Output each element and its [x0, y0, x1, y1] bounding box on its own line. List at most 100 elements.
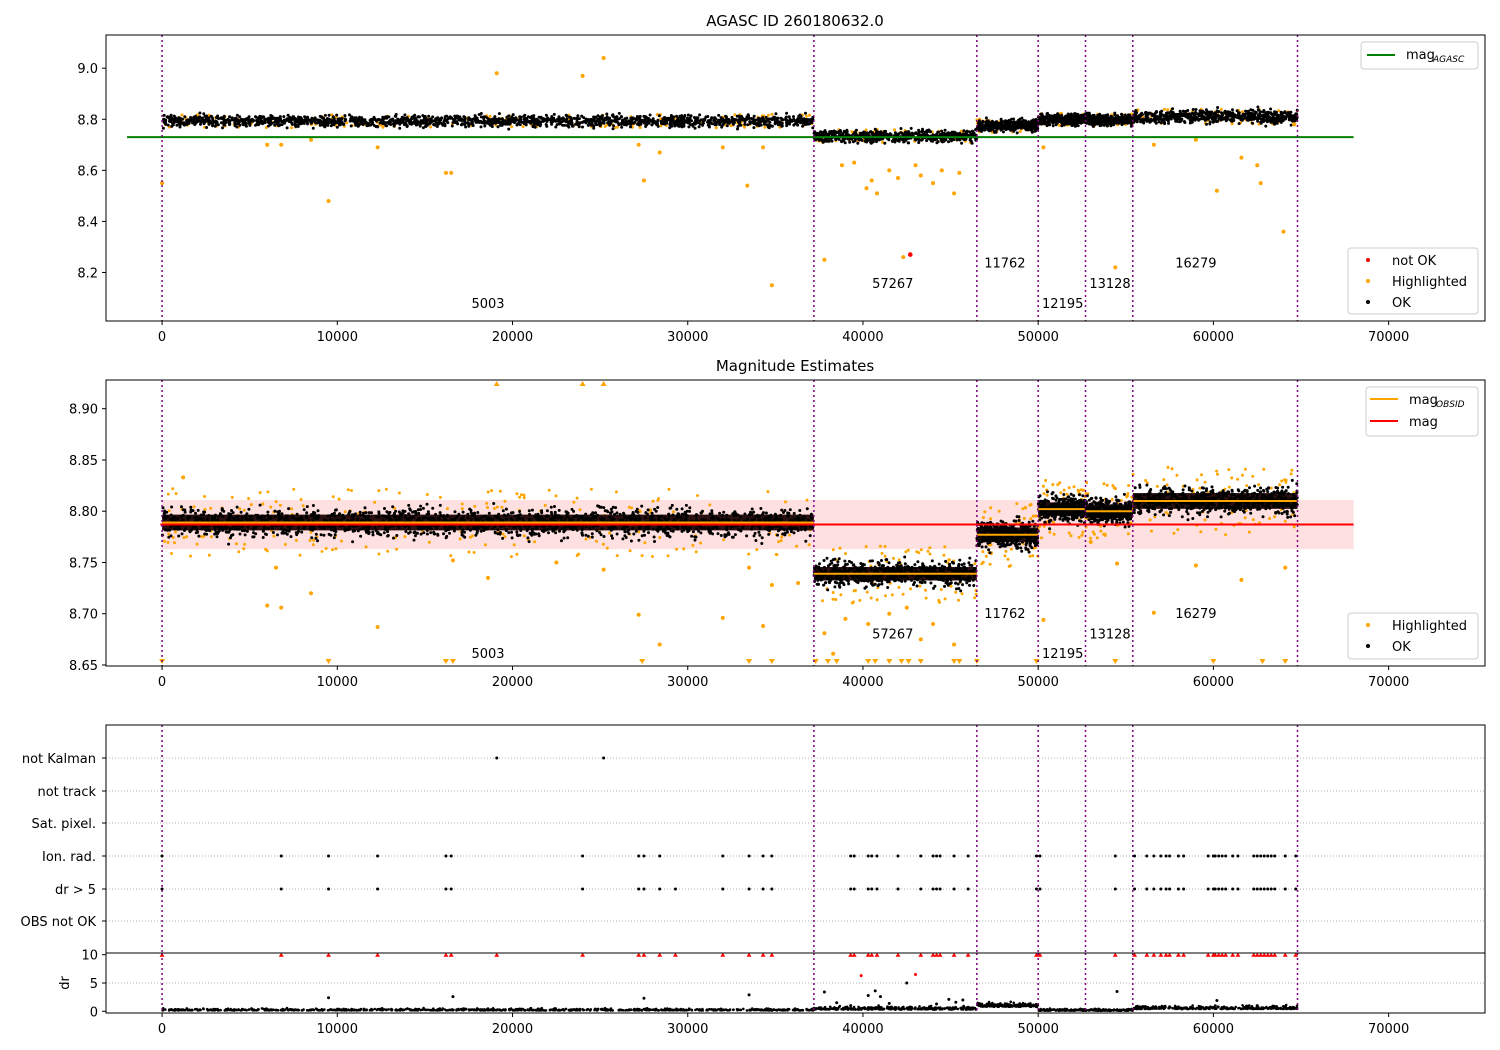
highlighted-point [554, 494, 558, 498]
ok-point [405, 125, 409, 128]
highlighted-point [182, 536, 186, 540]
ok-point [980, 124, 984, 128]
ok-point [608, 122, 612, 126]
highlighted-point [460, 507, 464, 511]
ok-point [1113, 120, 1116, 123]
ok-point [538, 124, 542, 128]
ok-point [917, 132, 921, 136]
ok-point [1092, 118, 1095, 122]
highlighted-point [373, 500, 377, 504]
highlighted-point [510, 125, 514, 129]
ok-point [1079, 119, 1083, 122]
highlighted-point [334, 547, 338, 551]
ok-point [1216, 119, 1220, 123]
highlighted-point [238, 507, 242, 511]
ok-point [413, 117, 416, 121]
ok-point [318, 121, 322, 125]
highlighted-point [290, 507, 293, 511]
ok-point [497, 117, 501, 121]
ok-point [586, 123, 590, 127]
highlighted-point [467, 550, 471, 554]
ok-point [693, 126, 697, 130]
highlighted-point [766, 113, 770, 117]
highlighted-point [714, 126, 718, 130]
highlighted-point [572, 500, 576, 504]
highlighted-point [292, 487, 296, 491]
ok-point [817, 138, 821, 142]
ok-point [845, 128, 849, 132]
highlighted-point [777, 540, 781, 544]
ok-point [162, 118, 166, 121]
highlighted-point [641, 178, 646, 183]
ok-point [1163, 122, 1167, 126]
ok-point [481, 120, 484, 124]
highlighted-point [615, 554, 619, 558]
ok-point [427, 114, 431, 118]
ok-point [657, 114, 661, 118]
ok-point [174, 116, 177, 120]
ok-point [688, 506, 692, 510]
ok-point [523, 120, 526, 124]
ok-point [493, 117, 497, 121]
ok-point [246, 116, 250, 120]
highlighted-point [747, 552, 751, 556]
ok-point [634, 529, 638, 533]
highlighted-point [207, 553, 211, 557]
ok-point [736, 127, 739, 131]
highlighted-point [763, 125, 767, 129]
highlighted-point [651, 555, 654, 558]
ok-point [1179, 112, 1183, 116]
highlighted-point [377, 552, 381, 556]
highlighted-point [485, 501, 489, 505]
ok-point [736, 125, 740, 128]
ok-point [596, 114, 600, 118]
ok-point [508, 117, 512, 121]
ok-point [1248, 111, 1251, 115]
ok-point [234, 116, 238, 120]
ok-point [883, 141, 887, 145]
ok-point [565, 117, 569, 121]
ok-point [227, 542, 231, 546]
ok-point [437, 120, 441, 124]
ok-point [726, 119, 730, 123]
highlighted-point [337, 497, 341, 501]
highlighted-point [279, 142, 284, 147]
highlighted-point [500, 505, 504, 509]
ok-point [620, 125, 624, 129]
highlighted-point [473, 504, 477, 508]
ok-point [820, 132, 824, 136]
ok-point [1074, 112, 1077, 116]
highlighted-point [628, 549, 632, 553]
x-tick-label: 70000 [1368, 330, 1409, 345]
highlighted-point [522, 493, 526, 497]
ok-point [804, 111, 807, 115]
ok-point [669, 116, 673, 120]
ok-point [252, 118, 256, 122]
highlighted-point [326, 198, 331, 203]
highlighted-point [515, 552, 519, 556]
ok-point [1043, 122, 1046, 126]
ok-point [1198, 117, 1202, 121]
highlighted-point [395, 547, 399, 551]
ok-point [792, 115, 795, 119]
highlighted-point [180, 113, 184, 117]
ok-point [396, 117, 400, 121]
obsid-label: 16279 [1175, 256, 1216, 271]
highlighted-point [755, 548, 759, 552]
ok-point [568, 120, 572, 124]
ok-point [278, 115, 282, 119]
highlighted-point [468, 535, 472, 539]
ok-point [1261, 119, 1265, 123]
ok-point [1040, 120, 1044, 124]
highlighted-point [309, 137, 314, 142]
ok-point [747, 117, 751, 120]
highlighted-point [1041, 145, 1046, 150]
ok-point [1126, 121, 1130, 125]
ok-point [353, 122, 357, 125]
highlighted-point [308, 539, 312, 542]
ok-point [765, 123, 769, 127]
ok-point [1207, 116, 1211, 120]
ok-point [559, 117, 563, 121]
ok-point [692, 116, 696, 119]
ok-point [752, 126, 756, 130]
